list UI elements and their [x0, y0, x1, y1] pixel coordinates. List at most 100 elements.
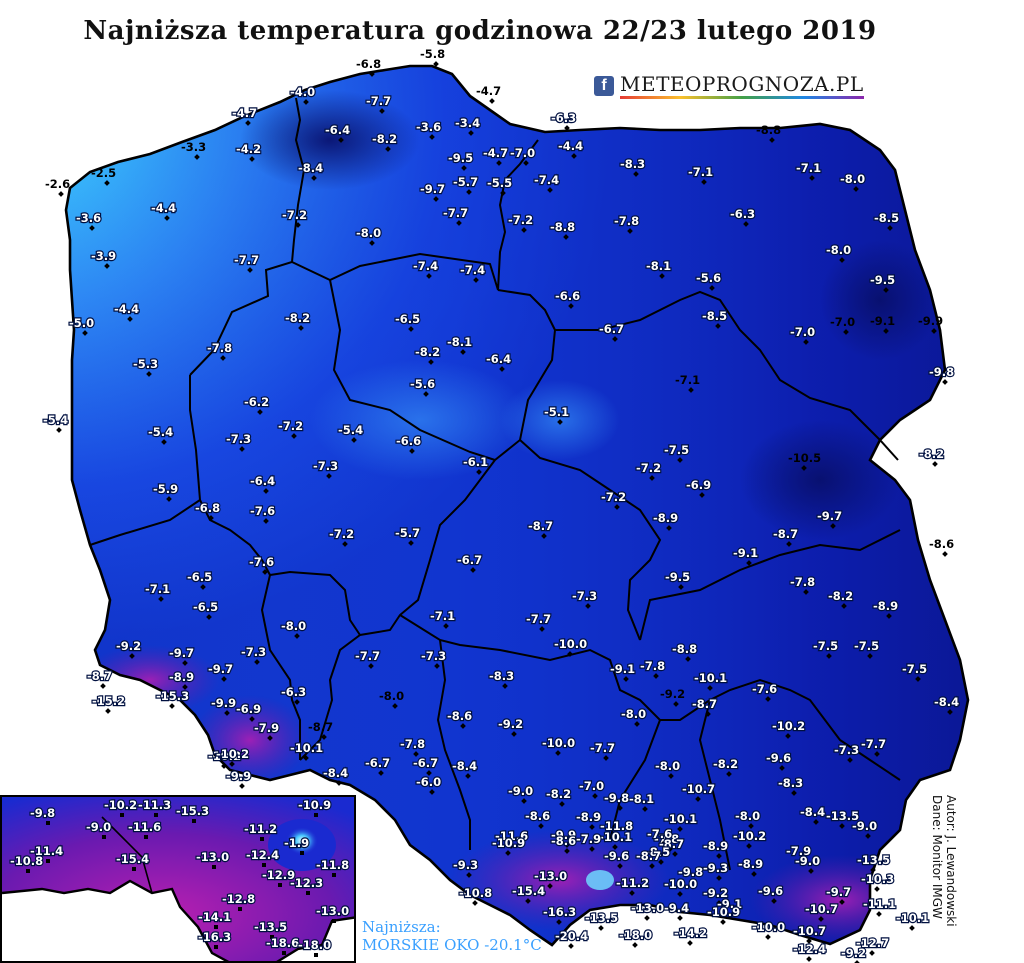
station-temperature: -5.4 — [338, 423, 363, 437]
station-temperature: -10.2 — [104, 798, 137, 812]
station-temperature: -11.8 — [316, 858, 349, 872]
station-marker — [571, 153, 577, 159]
station-marker — [314, 953, 318, 957]
station-marker — [564, 842, 570, 848]
station-marker — [942, 379, 948, 385]
station-temperature: -8.7 — [659, 837, 684, 851]
station-temperature: -8.0 — [621, 707, 646, 721]
station-temperature: -8.0 — [356, 226, 381, 240]
station-marker — [730, 911, 736, 917]
station-marker — [523, 160, 529, 166]
station-temperature: -13.0 — [534, 869, 567, 883]
station-temperature: -5.5 — [487, 176, 512, 190]
station-temperature: -8.7 — [692, 697, 717, 711]
station-marker — [249, 156, 255, 162]
station-marker — [709, 285, 715, 291]
station-temperature: -5.1 — [544, 405, 569, 419]
station-temperature: -8.0 — [840, 172, 865, 186]
station-temperature: -9.7 — [817, 509, 842, 523]
station-marker — [239, 446, 245, 452]
station-marker — [238, 907, 242, 911]
station-temperature: -7.8 — [640, 659, 665, 673]
station-temperature: -9.2 — [703, 886, 728, 900]
station-temperature: -10.8 — [10, 854, 43, 868]
station-temperature: -6.5 — [395, 312, 420, 326]
station-marker — [564, 125, 570, 131]
station-temperature: -9.1 — [733, 546, 758, 560]
station-temperature: -7.2 — [278, 419, 303, 433]
station-marker — [947, 709, 953, 715]
station-marker — [460, 349, 466, 355]
station-marker — [839, 899, 845, 905]
station-temperature: -8.0 — [655, 759, 680, 773]
station-marker — [146, 371, 152, 377]
station-temperature: -6.2 — [244, 395, 269, 409]
station-temperature: -8.6 — [929, 537, 954, 551]
station-temperature: -8.2 — [919, 447, 944, 461]
station-temperature: -12.9 — [262, 868, 295, 882]
station-temperature: -9.9 — [918, 314, 943, 328]
station-temperature: -9.9 — [211, 696, 236, 710]
station-marker — [426, 273, 432, 279]
station-marker — [476, 469, 482, 475]
station-marker — [695, 796, 701, 802]
station-marker — [687, 940, 693, 946]
station-temperature: -7.8 — [790, 575, 815, 589]
station-temperature: -8.2 — [415, 345, 440, 359]
station-temperature: -9.7 — [826, 885, 851, 899]
station-temperature: -9.3 — [703, 861, 728, 875]
station-temperature: -12.3 — [290, 876, 323, 890]
station-marker — [291, 433, 297, 439]
station-temperature: -3.6 — [416, 120, 441, 134]
station-temperature: -9.8 — [929, 365, 954, 379]
station-marker — [311, 175, 317, 181]
station-temperature: -4.4 — [151, 201, 176, 215]
station-marker — [102, 835, 106, 839]
station-temperature: -13.5 — [857, 853, 890, 867]
station-temperature: -7.7 — [590, 741, 615, 755]
station-temperature: -13.5 — [585, 911, 618, 925]
station-temperature: -8.2 — [713, 757, 738, 771]
station-temperature: -6.8 — [356, 57, 381, 71]
station-temperature: -15.3 — [156, 689, 189, 703]
station-temperature: -7.7 — [366, 94, 391, 108]
station-marker — [667, 846, 673, 852]
station-marker — [746, 843, 752, 849]
station-marker — [26, 869, 30, 873]
station-marker — [617, 863, 623, 869]
station-temperature: -5.0 — [69, 316, 94, 330]
station-temperature: -8.4 — [323, 766, 348, 780]
station-marker — [214, 925, 218, 929]
station-marker — [883, 328, 889, 334]
brand-logo[interactable]: f METEOPROGNOZA.PL — [594, 72, 864, 99]
station-temperature: -9.7 — [169, 646, 194, 660]
station-marker — [915, 676, 921, 682]
station-temperature: -7.3 — [241, 645, 266, 659]
facebook-icon[interactable]: f — [594, 75, 614, 96]
station-temperature: -11.3 — [138, 798, 171, 812]
station-temperature: -10.1 — [290, 741, 323, 755]
station-temperature: -5.7 — [395, 526, 420, 540]
station-temperature: -5.6 — [696, 271, 721, 285]
station-marker — [472, 900, 478, 906]
station-temperature: -13.0 — [631, 901, 664, 915]
station-temperature: -10.2 — [733, 829, 766, 843]
station-temperature: -5.7 — [453, 175, 478, 189]
station-temperature: -7.2 — [282, 208, 307, 222]
station-temperature: -2.6 — [45, 177, 70, 191]
station-marker — [461, 165, 467, 171]
station-temperature: -15.2 — [92, 694, 125, 708]
station-temperature: -7.1 — [430, 609, 455, 623]
station-marker — [658, 859, 664, 865]
station-marker — [429, 789, 435, 795]
station-marker — [685, 656, 691, 662]
station-marker — [623, 676, 629, 682]
station-temperature: -5.4 — [43, 413, 68, 427]
station-marker — [603, 755, 609, 761]
station-temperature: -8.9 — [169, 670, 194, 684]
station-marker — [803, 339, 809, 345]
station-marker — [559, 801, 565, 807]
station-temperature: -10.1 — [664, 812, 697, 826]
station-temperature: -8.6 — [551, 834, 576, 848]
station-marker — [886, 613, 892, 619]
